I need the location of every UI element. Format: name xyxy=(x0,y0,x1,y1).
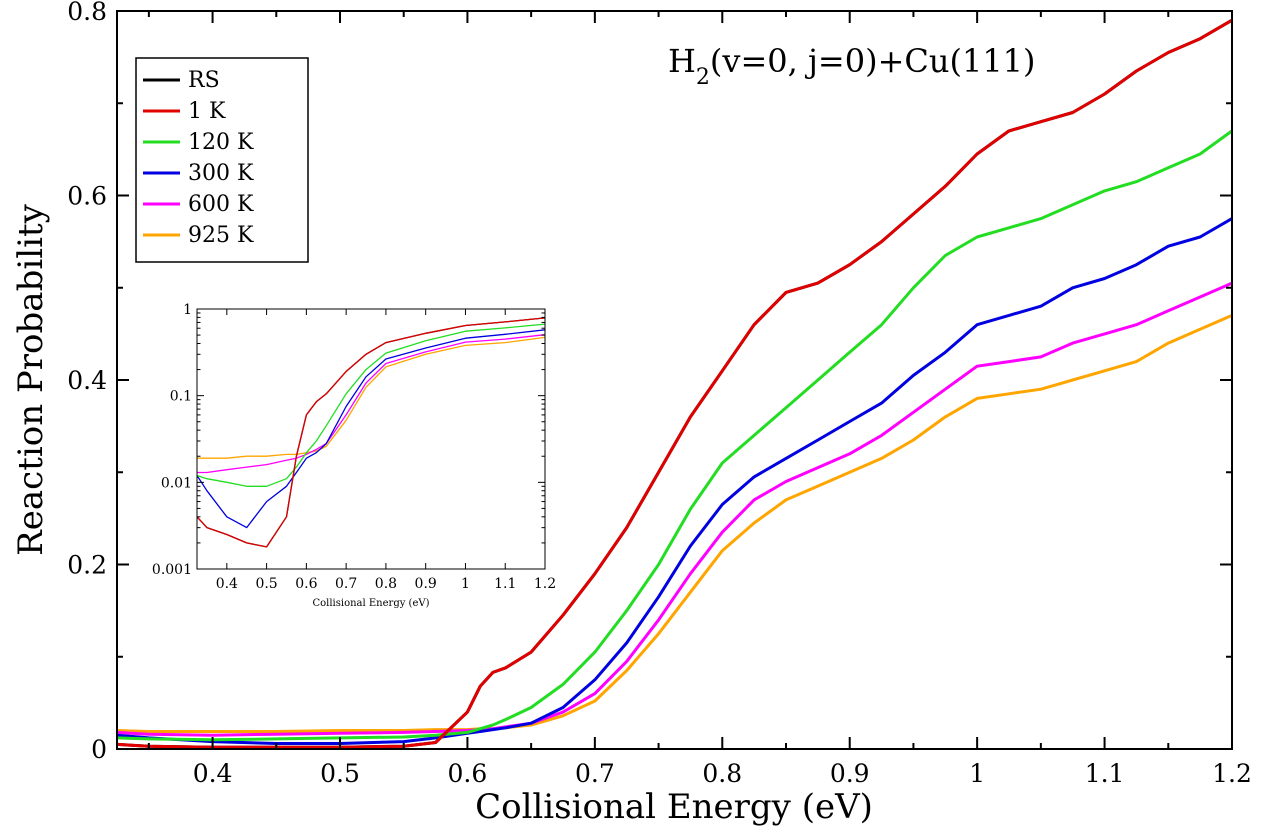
x-tick-label: 1.1 xyxy=(1085,759,1125,788)
y-tick-label: 0.8 xyxy=(67,0,107,26)
legend-label-600-k: 600 K xyxy=(188,192,254,217)
inset-series-line-1-k xyxy=(196,317,546,548)
y-tick-label: 0 xyxy=(91,735,107,764)
x-tick-label: 0.7 xyxy=(575,759,615,788)
inset-x-tick-label: 0.7 xyxy=(335,576,357,592)
y-axis-title: Reaction Probability xyxy=(11,203,51,555)
inset-series-line-600-k xyxy=(197,334,546,474)
inset-x-tick-label: 1 xyxy=(461,576,470,592)
inset-series-line-300-k xyxy=(196,329,546,529)
inset-x-tick-label: 1.2 xyxy=(534,576,556,592)
y-tick-label: 0.4 xyxy=(67,366,107,395)
inset-series-line-120-k xyxy=(196,323,546,487)
x-tick-label: 1 xyxy=(969,759,985,788)
inset-x-tick-label: 0.6 xyxy=(295,576,317,592)
inset-x-axis-title: Collisional Energy (eV) xyxy=(312,598,429,609)
inset-x-tick-label: 0.9 xyxy=(415,576,437,592)
main-x-ticks: 0.4 0.5 0.6 0.7 0.8 0.9 1 1.1 1.2 xyxy=(147,11,1252,788)
series-line-925-k xyxy=(116,314,1233,733)
annotation-subscript: 2 xyxy=(696,65,710,90)
x-tick-label: 0.4 xyxy=(193,759,233,788)
annotation-prefix: H xyxy=(668,42,696,80)
annotation-suffix: (v=0, j=0)+Cu(111) xyxy=(710,42,1036,80)
inset-y-ticks: 0.001 0.01 0.1 1 xyxy=(152,302,545,578)
x-tick-label: 0.5 xyxy=(320,759,360,788)
inset-series-line-925-k xyxy=(197,336,546,459)
inset-x-tick-label: 1.1 xyxy=(494,576,516,592)
inset-y-tick-label: 1 xyxy=(183,302,192,318)
inset-y-tick-label: 0.001 xyxy=(152,562,192,578)
inset-x-tick-label: 0.8 xyxy=(375,576,397,592)
x-tick-label: 0.9 xyxy=(830,759,870,788)
system-annotation: H2(v=0, j=0)+Cu(111) xyxy=(668,42,1036,90)
series-line-300-k xyxy=(116,217,1233,745)
main-y-ticks: 0 0.2 0.4 0.6 0.8 xyxy=(67,0,1232,764)
inset-log-plot: 0.4 0.5 0.6 0.7 0.8 0.9 1 1.1 1.2 0.0010.010.11 … xyxy=(152,302,556,609)
main-series-lines xyxy=(116,18,1233,749)
inset-x-tick-label: 0.5 xyxy=(255,576,277,592)
legend-label-925-k: 925 K xyxy=(188,223,254,248)
series-line-600-k xyxy=(116,281,1233,737)
inset-y-tick-label: 0.01 xyxy=(161,475,192,491)
legend-label-rs: RS xyxy=(188,68,220,93)
series-line-120-k xyxy=(116,129,1233,742)
x-tick-label: 0.8 xyxy=(702,759,742,788)
x-tick-label: 1.2 xyxy=(1212,759,1252,788)
y-tick-label: 0.2 xyxy=(67,551,107,580)
y-tick-label: 0.6 xyxy=(67,182,107,211)
x-axis-title: Collisional Energy (eV) xyxy=(475,787,873,827)
x-tick-label: 0.6 xyxy=(448,759,488,788)
legend-label-300-k: 300 K xyxy=(188,161,254,186)
inset-x-tick-label: 0.4 xyxy=(216,576,238,592)
inset-y-tick-label: 0.1 xyxy=(170,389,192,405)
inset-x-ticks: 0.4 0.5 0.6 0.7 0.8 0.9 1 1.1 1.2 xyxy=(216,309,556,592)
series-line-1-k xyxy=(116,18,1233,749)
inset-background xyxy=(197,309,545,569)
legend-label-1-k: 1 K xyxy=(188,99,226,124)
inset-series-lines xyxy=(196,317,546,548)
main-plot: 0.4 0.5 0.6 0.7 0.8 0.9 1 1.1 1.2 0 0.2 0.4 0.6 0.8 xyxy=(67,0,1252,788)
legend-label-120-k: 120 K xyxy=(188,130,254,155)
legend-box xyxy=(135,57,309,263)
inset-frame xyxy=(196,308,546,570)
legend: RS 1 K 120 K 300 K 600 K 925 K xyxy=(135,57,309,263)
